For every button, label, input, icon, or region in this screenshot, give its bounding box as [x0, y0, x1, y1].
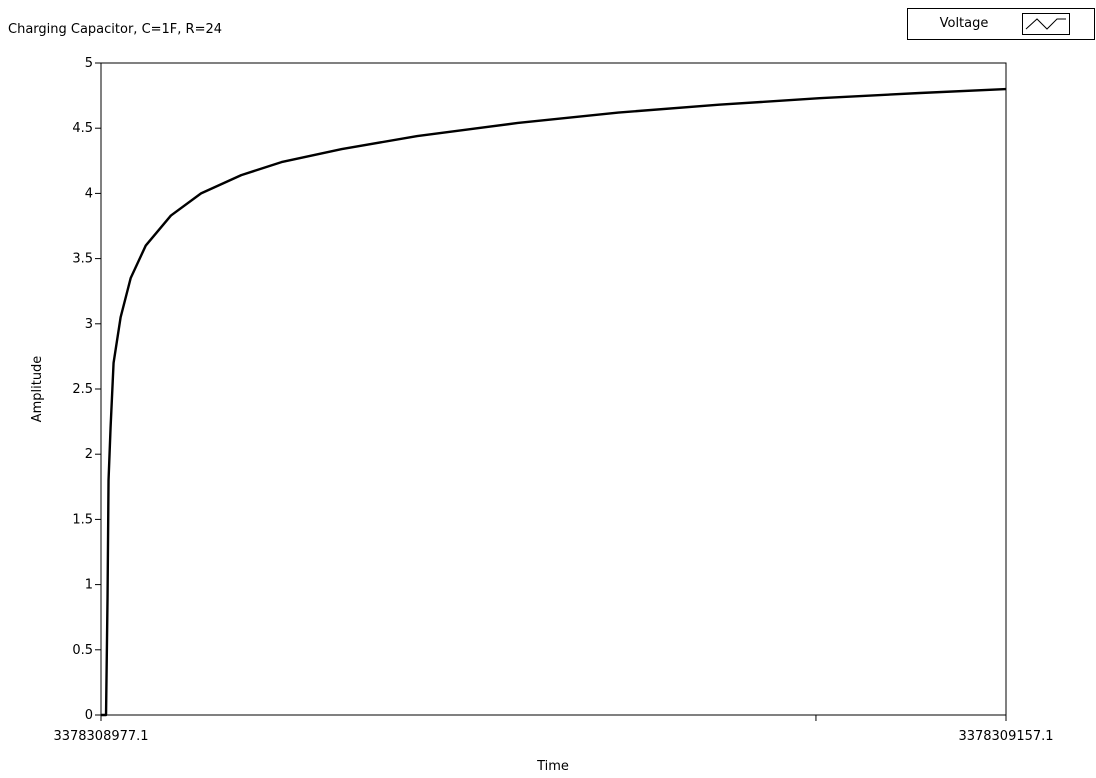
- y-tick-label: 4: [85, 186, 93, 201]
- plot-area: [100, 62, 1007, 716]
- y-tick-label: 2.5: [72, 382, 93, 397]
- legend-label-voltage: Voltage: [939, 16, 989, 31]
- x-tick-label: 3378309157.1: [958, 729, 1053, 744]
- y-tick-label: 1.5: [72, 512, 93, 527]
- y-tick-label: 2: [85, 447, 93, 462]
- plot-legend[interactable]: Voltage: [907, 8, 1095, 40]
- y-axis: 0 0.5 1 1.5 2 2.5 3 3.5 4 4.5 5: [72, 56, 101, 723]
- y-tick-label: 4.5: [72, 121, 93, 136]
- y-tick-label: 3: [85, 317, 93, 332]
- y-tick-label: 0: [85, 708, 93, 723]
- x-tick-label: 3378308977.1: [53, 729, 148, 744]
- y-tick-label: 5: [85, 56, 93, 71]
- y-tick-label: 1: [85, 578, 93, 593]
- x-axis: 3378308977.1 3378309157.1: [53, 715, 1054, 744]
- x-axis-title: Time: [536, 759, 569, 774]
- series-line-voltage: [101, 87, 1007, 717]
- chart-title: Charging Capacitor, C=1F, R=24: [8, 22, 223, 37]
- y-axis-title: Amplitude: [30, 356, 45, 423]
- y-tick-label: 0.5: [72, 643, 93, 658]
- y-tick-label: 3.5: [72, 252, 93, 267]
- line-sample-icon[interactable]: [1022, 13, 1070, 35]
